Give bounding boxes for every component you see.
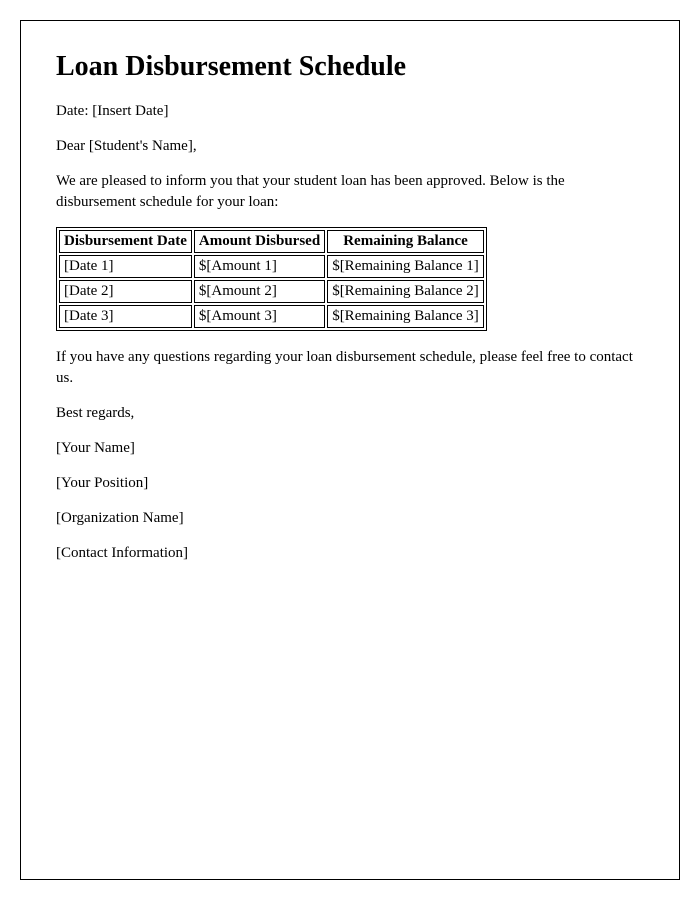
table-cell: $[Remaining Balance 3] [327, 305, 484, 328]
signature-name: [Your Name] [56, 438, 644, 459]
table-cell: $[Amount 1] [194, 255, 325, 278]
table-cell: [Date 3] [59, 305, 192, 328]
table-cell: [Date 1] [59, 255, 192, 278]
date-line: Date: [Insert Date] [56, 101, 644, 122]
document-page: Loan Disbursement Schedule Date: [Insert… [20, 20, 680, 880]
signoff: Best regards, [56, 403, 644, 424]
table-row: [Date 3] $[Amount 3] $[Remaining Balance… [59, 305, 484, 328]
disbursement-table: Disbursement Date Amount Disbursed Remai… [56, 227, 487, 331]
table-cell: $[Remaining Balance 1] [327, 255, 484, 278]
table-cell: [Date 2] [59, 280, 192, 303]
column-header: Remaining Balance [327, 230, 484, 253]
table-cell: $[Remaining Balance 2] [327, 280, 484, 303]
signature-organization: [Organization Name] [56, 508, 644, 529]
closing-note: If you have any questions regarding your… [56, 347, 644, 389]
signature-contact: [Contact Information] [56, 543, 644, 564]
table-cell: $[Amount 2] [194, 280, 325, 303]
column-header: Disbursement Date [59, 230, 192, 253]
intro-paragraph: We are pleased to inform you that your s… [56, 171, 644, 213]
page-title: Loan Disbursement Schedule [56, 51, 644, 83]
table-cell: $[Amount 3] [194, 305, 325, 328]
table-header-row: Disbursement Date Amount Disbursed Remai… [59, 230, 484, 253]
column-header: Amount Disbursed [194, 230, 325, 253]
signature-position: [Your Position] [56, 473, 644, 494]
greeting: Dear [Student's Name], [56, 136, 644, 157]
table-row: [Date 2] $[Amount 2] $[Remaining Balance… [59, 280, 484, 303]
table-row: [Date 1] $[Amount 1] $[Remaining Balance… [59, 255, 484, 278]
